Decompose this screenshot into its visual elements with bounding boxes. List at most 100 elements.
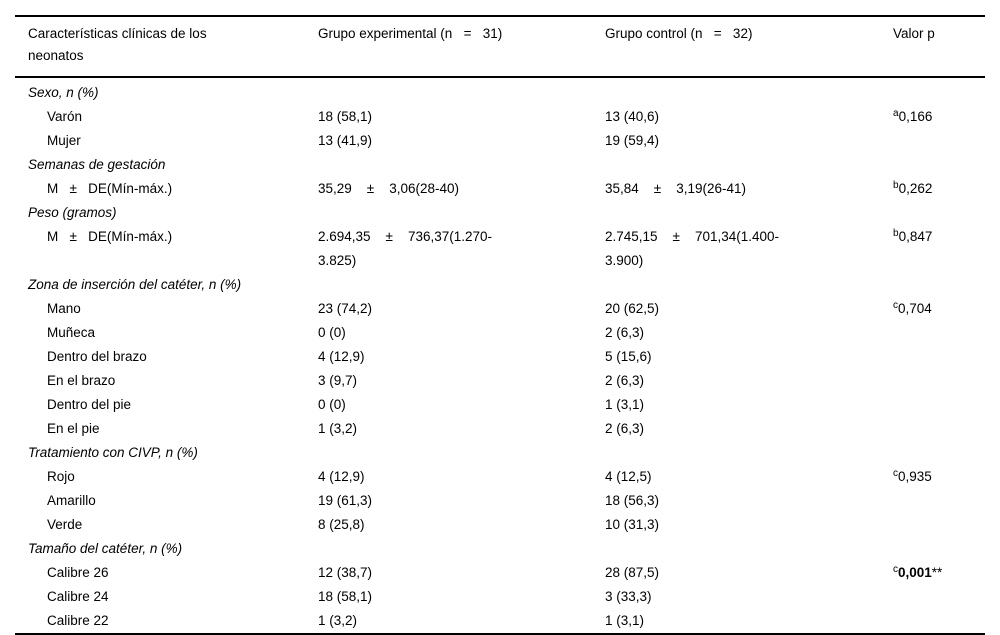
p-value-cell xyxy=(893,369,985,393)
experimental-value-cell: 18 (58,1) xyxy=(318,109,373,124)
row-item-label-cell: En el brazo xyxy=(47,373,116,388)
row-section-label-cell: Sexo, n (%) xyxy=(28,85,99,100)
row-section-label-cell: Semanas de gestación xyxy=(28,157,166,172)
control-value-cell xyxy=(605,537,893,561)
p-value-cell xyxy=(893,201,985,225)
p-value-cell xyxy=(893,513,985,537)
experimental-value-cell: 4 (12,9) xyxy=(318,349,365,364)
experimental-value-cell: 35,29 ± 3,06(28-40) xyxy=(318,181,459,196)
row-item-label-cell: Calibre 24 xyxy=(47,589,109,604)
experimental-value-cell: 23 (74,2) xyxy=(318,301,373,316)
experimental-value-cell: 12 (38,7) xyxy=(318,565,373,580)
test-type-superscript: c xyxy=(893,468,898,479)
p-value-text: 0,704 xyxy=(898,301,932,316)
table-row: Amarillo 19 (61,3) 18 (56,3) xyxy=(15,489,985,513)
p-value-cell: c0,001** xyxy=(893,561,985,585)
p-value-cell: a0,166 xyxy=(893,105,985,129)
control-value-cell xyxy=(605,153,893,177)
p-value-cell xyxy=(893,129,985,153)
control-value-cell xyxy=(605,273,893,297)
experimental-value-cell: 8 (25,8) xyxy=(318,517,365,532)
row-item-label-cell: Calibre 26 xyxy=(47,565,109,580)
control-value-cell: 1 (3,1) xyxy=(605,397,645,412)
row-item-label-cell: Varón xyxy=(47,109,83,124)
row-item-label-cell: Dentro del pie xyxy=(47,397,132,412)
p-value-cell: c0,704 xyxy=(893,297,985,321)
p-value-cell xyxy=(893,609,985,634)
p-value-cell xyxy=(893,77,985,105)
control-value-cell xyxy=(605,201,893,225)
control-value-cell: 2 (6,3) xyxy=(605,325,645,340)
experimental-value-cell xyxy=(318,77,605,105)
experimental-value-cell: 19 (61,3) xyxy=(318,493,373,508)
row-section-label-cell: Zona de inserción del catéter, n (%) xyxy=(28,277,242,292)
p-value-text: 0,847 xyxy=(898,229,933,244)
experimental-value-cell: 0 (0) xyxy=(318,325,346,340)
col-header-experimental-group: Grupo experimental (n = 31) xyxy=(318,26,503,41)
p-value-cell xyxy=(893,345,985,369)
p-value-cell: b0,262 xyxy=(893,177,985,201)
row-item-label-cell: Amarillo xyxy=(47,493,96,508)
experimental-value-cell: 1 (3,2) xyxy=(318,421,358,436)
table-row: M ± DE(Mín-máx.) 2.694,35 ± 736,37(1.270-… xyxy=(15,225,985,273)
control-value-cell: 2.745,15 ± 701,34(1.400- 3.900) xyxy=(605,229,780,268)
row-item-label-cell: Calibre 22 xyxy=(47,613,109,628)
row-item-label-cell: Rojo xyxy=(47,469,75,484)
table-row: Dentro del pie 0 (0) 1 (3,1) xyxy=(15,393,985,417)
table-row: Dentro del brazo 4 (12,9) 5 (15,6) xyxy=(15,345,985,369)
test-type-superscript: b xyxy=(893,228,899,239)
table-row: Sexo, n (%) xyxy=(15,77,985,105)
test-type-superscript: b xyxy=(893,180,899,191)
test-type-superscript: c xyxy=(893,564,898,575)
row-section-label-cell: Peso (gramos) xyxy=(28,205,117,220)
experimental-value-cell xyxy=(318,441,605,465)
col-header-p-value: Valor p xyxy=(893,26,935,41)
row-item-label-cell: M ± DE(Mín-máx.) xyxy=(47,181,173,196)
experimental-value-cell: 1 (3,2) xyxy=(318,613,358,628)
table-row: Tratamiento con CIVP, n (%) xyxy=(15,441,985,465)
table-row: En el pie 1 (3,2) 2 (6,3) xyxy=(15,417,985,441)
clinical-characteristics-table-wrap: Características clínicas de los neonatos… xyxy=(15,15,985,635)
table-row: En el brazo 3 (9,7) 2 (6,3) xyxy=(15,369,985,393)
control-value-cell xyxy=(605,441,893,465)
control-value-cell xyxy=(605,77,893,105)
table-row: Calibre 22 1 (3,2) 1 (3,1) xyxy=(15,609,985,634)
p-value-cell: c0,935 xyxy=(893,465,985,489)
control-value-cell: 10 (31,3) xyxy=(605,517,660,532)
col-header-control-group: Grupo control (n = 32) xyxy=(605,26,753,41)
experimental-value-cell xyxy=(318,537,605,561)
p-value-cell xyxy=(893,153,985,177)
control-value-cell: 4 (12,5) xyxy=(605,469,652,484)
table-row: Mujer 13 (41,9) 19 (59,4) xyxy=(15,129,985,153)
table-row: Muñeca 0 (0) 2 (6,3) xyxy=(15,321,985,345)
experimental-value-cell: 13 (41,9) xyxy=(318,133,373,148)
table-row: Calibre 24 18 (58,1) 3 (33,3) xyxy=(15,585,985,609)
test-type-superscript: c xyxy=(893,300,898,311)
table-row: Calibre 26 12 (38,7) 28 (87,5) c0,001** xyxy=(15,561,985,585)
table-row: Varón 18 (58,1) 13 (40,6) a0,166 xyxy=(15,105,985,129)
table-row: Semanas de gestación xyxy=(15,153,985,177)
control-value-cell: 13 (40,6) xyxy=(605,109,660,124)
p-value-cell xyxy=(893,273,985,297)
table-row: Rojo 4 (12,9) 4 (12,5) c0,935 xyxy=(15,465,985,489)
p-value-text: 0,001 xyxy=(898,565,932,580)
table-row: Mano 23 (74,2) 20 (62,5) c0,704 xyxy=(15,297,985,321)
table-row: Zona de inserción del catéter, n (%) xyxy=(15,273,985,297)
p-value-cell xyxy=(893,441,985,465)
table-row: Verde 8 (25,8) 10 (31,3) xyxy=(15,513,985,537)
p-value-cell xyxy=(893,393,985,417)
experimental-value-cell xyxy=(318,273,605,297)
experimental-value-cell xyxy=(318,153,605,177)
col-header-characteristics: Características clínicas de los neonatos xyxy=(28,26,207,63)
p-value-cell xyxy=(893,489,985,513)
row-item-label-cell: En el pie xyxy=(47,421,100,436)
experimental-value-cell xyxy=(318,201,605,225)
control-value-cell: 2 (6,3) xyxy=(605,373,645,388)
experimental-value-cell: 3 (9,7) xyxy=(318,373,358,388)
significance-stars: ** xyxy=(931,565,943,580)
row-section-label-cell: Tratamiento con CIVP, n (%) xyxy=(28,445,198,460)
p-value-cell xyxy=(893,417,985,441)
table-row: M ± DE(Mín-máx.) 35,29 ± 3,06(28-40) 35,84… xyxy=(15,177,985,201)
p-value-text: 0,166 xyxy=(898,109,933,124)
experimental-value-cell: 0 (0) xyxy=(318,397,346,412)
